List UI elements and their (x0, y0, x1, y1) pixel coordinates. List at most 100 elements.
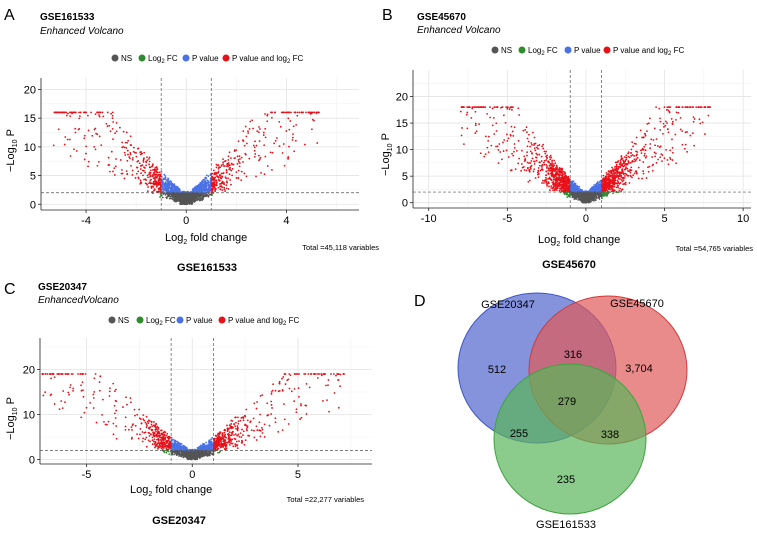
data-point-pvalue (162, 178, 165, 181)
data-point-both (87, 114, 89, 117)
y-tick-label: 10 (396, 145, 408, 157)
data-point-ns (188, 193, 190, 196)
data-point-both (238, 162, 241, 164)
data-point-both (227, 155, 230, 158)
data-point-both (622, 159, 625, 162)
data-point-both (686, 150, 688, 153)
data-point-both (550, 156, 553, 159)
data-point-both (310, 111, 313, 114)
data-point-both (60, 111, 63, 114)
gridlines (40, 338, 372, 464)
data-point-both (494, 106, 496, 109)
data-point-both (242, 161, 244, 163)
data-point-pvalue (161, 181, 164, 184)
data-point-both (644, 156, 647, 159)
data-point-both (651, 170, 654, 172)
data-point-both (606, 181, 608, 184)
data-point-both (154, 181, 157, 184)
data-point-both (225, 187, 228, 190)
data-point-both (628, 162, 630, 165)
data-point-both (624, 181, 627, 184)
data-point-both (644, 133, 647, 136)
data-point-both (148, 160, 151, 163)
data-point-both (461, 127, 463, 129)
data-point-both (154, 166, 157, 169)
data-point-ns (170, 197, 173, 200)
data-point-both (466, 111, 469, 114)
data-point-both (148, 158, 150, 160)
x-tick-label: 0 (183, 215, 189, 227)
data-point-both (544, 176, 547, 179)
data-point-both (547, 177, 550, 180)
data-point-log2fc (615, 191, 618, 194)
data-point-both (607, 179, 610, 182)
data-point-both (565, 178, 568, 181)
data-point-both (507, 156, 510, 158)
data-point-both (549, 158, 552, 161)
data-point-both (536, 153, 539, 156)
data-point-pvalue (205, 174, 208, 177)
data-point-both (493, 133, 496, 135)
data-point-both (151, 182, 154, 185)
data-point-both (158, 171, 161, 174)
data-point-both (526, 161, 529, 164)
data-point-both (237, 140, 240, 143)
data-point-both (264, 136, 267, 139)
data-point-both (558, 189, 561, 192)
data-point-both (613, 189, 616, 192)
data-point-both (619, 187, 622, 190)
data-point-both (554, 188, 557, 190)
data-point-both (503, 139, 506, 141)
data-point-both (253, 146, 256, 149)
data-point-both (658, 107, 661, 110)
data-point-both (635, 171, 638, 174)
data-point-both (650, 138, 653, 141)
data-point-ns (577, 199, 580, 201)
data-point-pvalue (167, 180, 170, 183)
data-point-both (244, 153, 247, 156)
data-point-both (232, 163, 235, 166)
legend-log2fc-label: Log2 FC (148, 54, 178, 65)
data-point-both (224, 165, 226, 167)
data-point-ns (179, 193, 182, 195)
data-point-both (561, 169, 564, 171)
data-point-both (57, 128, 60, 131)
data-point-both (102, 115, 105, 118)
data-point-both (505, 149, 508, 152)
data-point-both (230, 183, 232, 186)
data-point-both (630, 169, 633, 172)
data-point-pvalue (198, 189, 201, 191)
data-point-both (237, 169, 240, 172)
data-point-both (649, 143, 652, 145)
data-point-both (230, 169, 233, 172)
data-point-both (106, 125, 109, 128)
data-point-ns (187, 197, 190, 199)
data-point-both (681, 130, 684, 133)
data-point-both (610, 172, 613, 175)
data-point-both (644, 134, 647, 137)
data-point-pvalue (572, 183, 575, 186)
data-point-pvalue (171, 187, 174, 190)
data-point-ns (183, 201, 186, 203)
data-point-both (630, 148, 633, 151)
data-point-both (542, 179, 544, 182)
data-point-both (133, 151, 136, 154)
data-point-both (479, 152, 482, 155)
data-point-both (111, 111, 114, 114)
data-point-both (509, 133, 512, 136)
data-point-both (137, 437, 140, 440)
data-point-both (281, 152, 284, 154)
data-point-both (513, 150, 515, 153)
data-point-both (496, 145, 499, 148)
data-point-both (567, 186, 569, 189)
data-point-both (287, 156, 289, 159)
data-point-both (148, 163, 151, 166)
data-point-both (679, 117, 682, 119)
data-point-both (113, 167, 116, 170)
legend-both-label: P value and log2 FC (613, 46, 684, 57)
data-point-both (606, 186, 609, 189)
data-point-both (223, 183, 226, 186)
data-point-ns (203, 194, 206, 197)
data-point-both (528, 179, 531, 182)
data-point-both (528, 133, 530, 136)
